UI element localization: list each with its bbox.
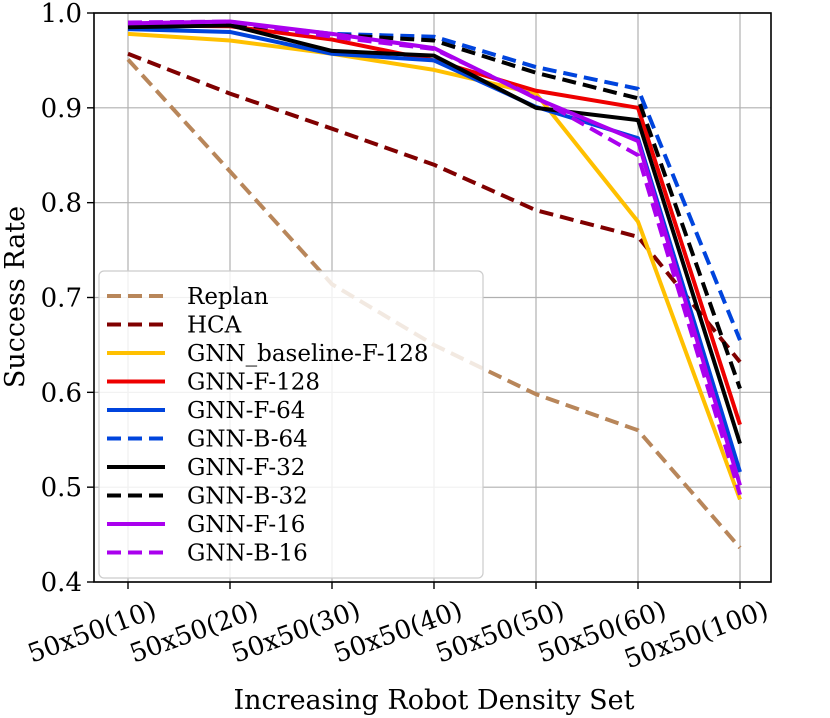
y-tick-label: 0.4 <box>41 568 82 598</box>
legend-label: GNN-F-32 <box>187 455 305 481</box>
legend-label: GNN-B-16 <box>187 541 308 567</box>
legend: ReplanHCAGNN_baseline-F-128GNN-F-128GNN-… <box>98 270 484 579</box>
y-axis-ticks: 0.4 0.5 0.6 0.7 0.8 0.9 1.0 <box>41 0 94 598</box>
series-line-gnn-b-32 <box>127 21 742 390</box>
series-line-gnn-b-16 <box>127 19 742 496</box>
series-line-gnn-f-32 <box>127 23 742 445</box>
y-axis-title: Success Rate <box>0 206 31 388</box>
legend-box <box>98 270 484 579</box>
series-line-hca <box>127 51 742 364</box>
series-line-gnn-baseline-f-128 <box>127 31 742 501</box>
x-axis-title: Increasing Robot Density Set <box>234 685 635 716</box>
series-lines <box>126 19 742 550</box>
legend-label: GNN-F-16 <box>187 512 305 538</box>
legend-label: Replan <box>187 284 269 310</box>
x-axis-ticks: 50x50(10)50x50(20)50x50(30)50x50(40)50x5… <box>24 582 772 675</box>
legend-label: GNN-B-32 <box>187 484 308 510</box>
y-tick-label: 0.9 <box>41 94 82 124</box>
y-tick-label: 0.8 <box>41 189 82 219</box>
series-line-gnn-f-64 <box>127 27 742 473</box>
y-tick-label: 0.5 <box>41 473 82 503</box>
legend-label: GNN_baseline-F-128 <box>187 341 428 367</box>
legend-label: GNN-F-128 <box>187 370 320 396</box>
y-tick-label: 0.7 <box>41 284 82 314</box>
series-line-gnn-b-64 <box>127 20 742 341</box>
y-tick-label: 0.6 <box>41 378 82 408</box>
legend-label: GNN-B-64 <box>187 427 308 453</box>
y-tick-label: 1.0 <box>41 0 82 29</box>
legend-label: GNN-F-64 <box>187 398 305 424</box>
legend-label: HCA <box>187 313 242 339</box>
